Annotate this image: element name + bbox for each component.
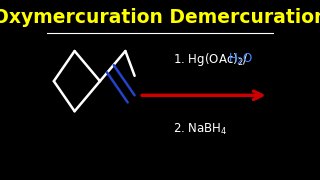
Text: 1. Hg(OAc)$_2$/: 1. Hg(OAc)$_2$/ — [173, 51, 249, 68]
Text: H$_2$O: H$_2$O — [228, 52, 253, 68]
Text: Oxymercuration Demercuration: Oxymercuration Demercuration — [0, 8, 320, 27]
Text: 2. NaBH$_4$: 2. NaBH$_4$ — [173, 122, 228, 137]
